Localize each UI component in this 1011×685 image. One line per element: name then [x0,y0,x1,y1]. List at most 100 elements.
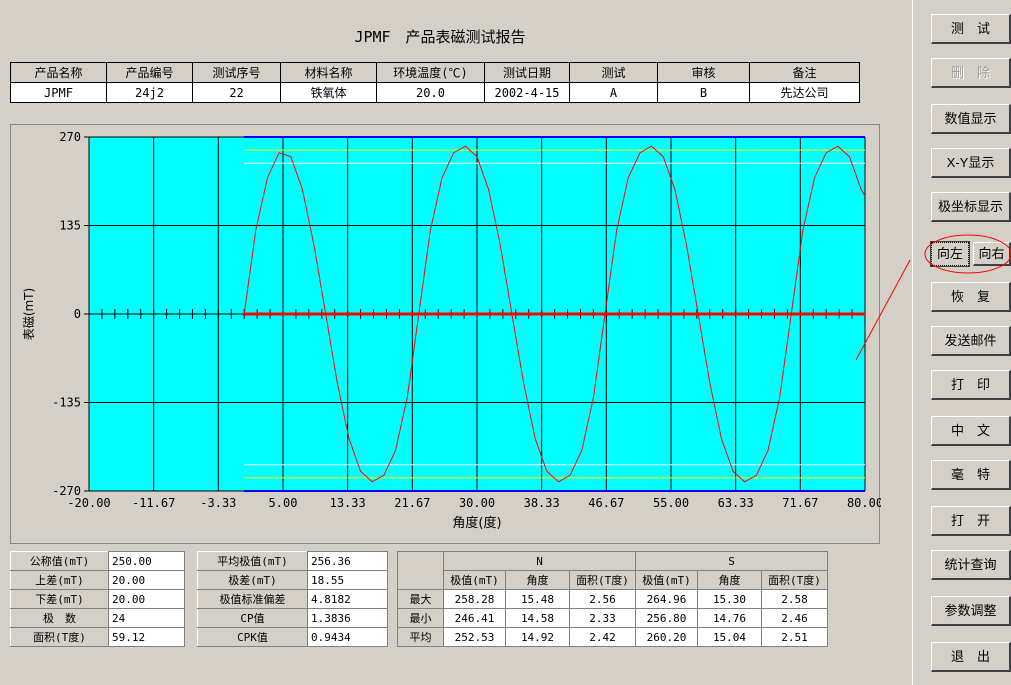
y-tick-label: -135 [52,396,81,410]
pole-value: 258.28 [443,589,506,609]
stat-value: 256.36 [307,551,388,571]
stat-row: 极值标准偏差 4.8182 [197,589,388,609]
info-header: 测试 [569,62,658,83]
pole-value: 14.92 [505,627,570,647]
report-title: JPMF 产品表磁测试报告 [354,28,526,46]
pole-stats-table: N S 极值(mT) 角度 面积(T度) 极值(mT) 角度 面积(T度) 最大… [397,551,828,647]
stat-label: 极值标准偏差 [197,589,308,609]
highlight-ellipse [924,234,1011,274]
xy-display-button[interactable]: X-Y显示 [931,148,1011,178]
y-tick-label: 270 [59,130,81,144]
info-header: 备注 [749,62,860,83]
test-button[interactable]: 测 试 [931,14,1011,44]
pole-value: 2.46 [761,608,828,628]
chart-svg: -20.00 -11.67 -3.33 5.00 13.33 21.67 30.00 38.3… [21,130,881,531]
y-tick-label: 0 [74,307,81,321]
x-tick-label: 46.67 [588,496,624,510]
stat-value: 250.00 [108,551,185,571]
numeric-display-button[interactable]: 数值显示 [931,104,1011,134]
pole-value: 14.76 [697,608,762,628]
stat-label: 极差(mT) [197,570,308,590]
pole-value: 2.42 [569,627,636,647]
info-header: 环境温度(℃) [376,62,485,83]
pole-value: 15.30 [697,589,762,609]
stat-row: 极差(mT) 18.55 [197,570,388,590]
x-axis-label: 角度(度) [452,515,501,531]
x-tick-label: -11.67 [132,496,175,510]
n-pole-header: N [443,551,636,571]
x-tick-label: 71.67 [782,496,818,510]
x-tick-label: 80.00 [847,496,881,510]
stat-label: 极 数 [10,608,109,628]
info-value: A [569,82,658,103]
x-tick-label: 38.33 [524,496,560,510]
pole-value: 246.41 [443,608,506,628]
info-value: B [657,82,750,103]
chinese-button[interactable]: 中 文 [931,416,1011,446]
pole-value: 14.58 [505,608,570,628]
stat-value: 18.55 [307,570,388,590]
pole-col-row: 极值(mT) 角度 面积(T度) 极值(mT) 角度 面积(T度) [398,570,828,590]
info-header: 材料名称 [280,62,377,83]
x-tick-label: -3.33 [200,496,236,510]
stat-label: CP值 [197,608,308,628]
pole-value: 252.53 [443,627,506,647]
annotation-arrow [855,259,911,361]
summary-table: 平均极值(mT) 256.36 极差(mT) 18.55 极值标准偏差 4.8182 CP值… [197,551,388,647]
pole-value: 264.96 [635,589,698,609]
stat-value: 24 [108,608,185,628]
info-value-row: JPMF 24j2 22 铁氧体 20.0 2002-4-15 A B 先达公司 [10,82,860,103]
pole-value: 2.33 [569,608,636,628]
pole-value: 15.04 [697,627,762,647]
info-header: 产品名称 [10,62,107,83]
pole-value: 2.51 [761,627,828,647]
stat-value: 0.9434 [307,627,388,647]
stat-row: 面积(T度) 59.12 [10,627,185,647]
col-header: 角度 [505,570,570,590]
pole-group-row: N S [397,551,828,590]
y-tick-label: -270 [52,484,81,498]
move-left-button[interactable]: 向左 [930,241,970,267]
polar-display-button[interactable]: 极坐标显示 [931,192,1011,222]
pole-value: 260.20 [635,627,698,647]
pole-value: 256.80 [635,608,698,628]
x-tick-label: 55.00 [653,496,689,510]
restore-button[interactable]: 恢 复 [931,282,1011,312]
info-value: 2002-4-15 [484,82,570,103]
print-button[interactable]: 打 印 [931,370,1011,400]
col-header: 面积(T度) [761,570,828,590]
stat-value: 1.3836 [307,608,388,628]
statistics-query-button[interactable]: 统计查询 [931,550,1011,580]
y-axis-label: 表磁(mT) [21,288,36,340]
x-tick-label: 5.00 [269,496,298,510]
col-header: 角度 [697,570,762,590]
parameter-adjust-button[interactable]: 参数调整 [931,596,1011,626]
col-header: 极值(mT) [635,570,698,590]
stat-row: 平均极值(mT) 256.36 [197,551,388,571]
exit-button[interactable]: 退 出 [931,642,1011,672]
info-header: 测试序号 [192,62,281,83]
pole-value: 2.56 [569,589,636,609]
stat-label: 公称值(mT) [10,551,109,571]
product-info-table: 产品名称 产品编号 测试序号 材料名称 环境温度(℃) 测试日期 测试 审核 备… [10,62,860,103]
pole-value: 2.58 [761,589,828,609]
move-right-button[interactable]: 向右 [973,242,1011,266]
delete-button[interactable]: 删 除 [931,58,1011,88]
stat-row: 极 数 24 [10,608,185,628]
waveform-chart: -20.00 -11.67 -3.33 5.00 13.33 21.67 30.00 38.3… [10,124,881,544]
info-value: JPMF [10,82,107,103]
row-label: 最小 [397,608,444,628]
stat-label: 下差(mT) [10,589,109,609]
info-header: 测试日期 [484,62,570,83]
info-header: 审核 [657,62,750,83]
x-tick-label: -20.00 [67,496,110,510]
stat-value: 4.8182 [307,589,388,609]
send-mail-button[interactable]: 发送邮件 [931,326,1011,356]
x-tick-label: 21.67 [394,496,430,510]
x-tick-label: 30.00 [459,496,495,510]
open-button[interactable]: 打 开 [931,506,1011,536]
stat-row: 下差(mT) 20.00 [10,589,185,609]
info-header: 产品编号 [106,62,193,83]
stat-label: 平均极值(mT) [197,551,308,571]
millitesla-button[interactable]: 毫 特 [931,460,1011,490]
